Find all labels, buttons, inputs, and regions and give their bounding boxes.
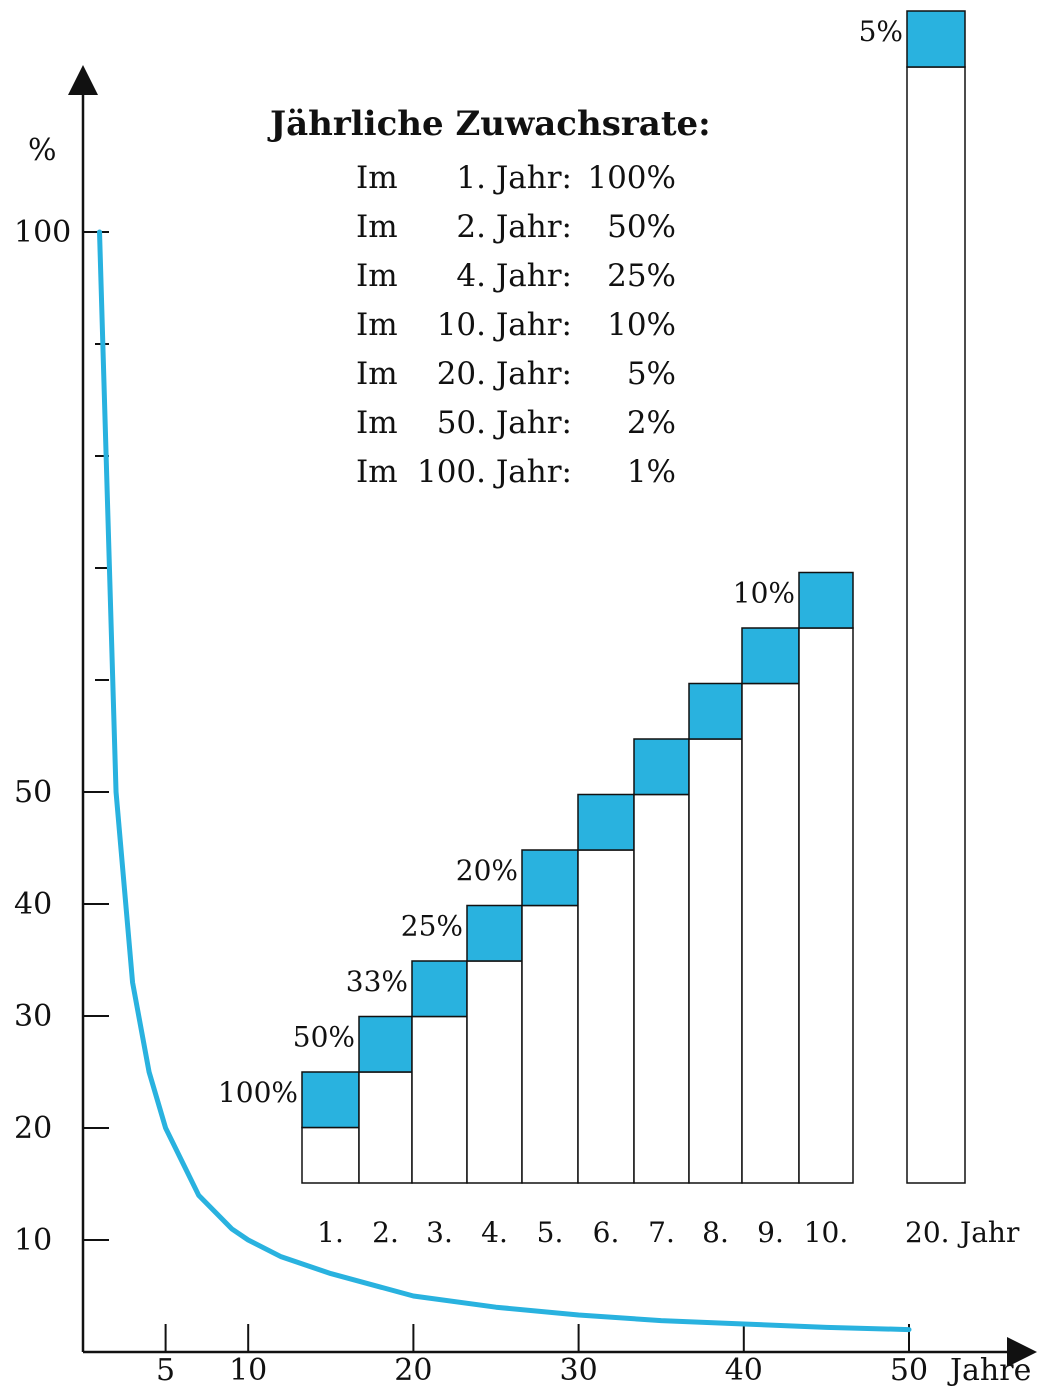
bar-annotation-10: 10% xyxy=(733,577,795,610)
growth-rate-line xyxy=(97,229,912,1333)
legend-row-rate: 10% xyxy=(607,307,676,343)
bar-base-2 xyxy=(358,1071,413,1184)
axes: % Jahre xyxy=(28,65,1037,1386)
bar-category-label-2: 2. xyxy=(372,1216,399,1249)
legend-row-prefix: Im xyxy=(356,307,398,343)
legend-row-rate: 25% xyxy=(607,258,676,294)
legend-row: Im 50. Jahr: 2% xyxy=(356,405,676,441)
x-tick-label-30: 30 xyxy=(560,1353,598,1386)
bar-category-label-5: 5. xyxy=(537,1216,564,1249)
legend-row: Im 2. Jahr: 50% xyxy=(356,209,676,245)
legend-row-year: 4. Jahr: xyxy=(456,258,572,294)
bar-category-label-8: 8. xyxy=(702,1216,729,1249)
legend-row-prefix: Im xyxy=(356,454,398,490)
bar-annotation-3: 33% xyxy=(346,965,408,998)
bar-base-6 xyxy=(577,849,635,1184)
y-tick-label-40: 40 xyxy=(14,887,52,922)
legend-rows: Im 1. Jahr: 100% Im 2. Jahr: 50% Im 4. Jahr: 25%… xyxy=(356,160,676,490)
legend-row-prefix: Im xyxy=(356,356,398,392)
bar-category-label-10: 10. xyxy=(804,1216,849,1249)
bar-category-label-7: 7. xyxy=(648,1216,675,1249)
legend-row-prefix: Im xyxy=(356,160,398,196)
bar-growth-5 xyxy=(521,849,579,907)
legend: Jährliche Zuwachsrate: Im 1. Jahr: 100% Im 2… xyxy=(267,104,711,490)
bar-growth-3 xyxy=(411,960,468,1018)
y-tick-label-100: 100 xyxy=(14,215,71,250)
bar-category-label-6: 6. xyxy=(593,1216,620,1249)
legend-row-rate: 1% xyxy=(627,454,676,490)
bar-growth-10 xyxy=(798,571,854,629)
bar-category-unit: Jahr xyxy=(957,1216,1020,1249)
legend-title: Jährliche Zuwachsrate: xyxy=(267,104,711,144)
bar-growth-7 xyxy=(633,738,690,796)
legend-row-prefix: Im xyxy=(356,209,398,245)
bar-category-label-11: 20. xyxy=(905,1216,950,1249)
x-tick-label-50: 50 xyxy=(890,1353,928,1386)
bar-base-7 xyxy=(633,793,690,1184)
legend-row-prefix: Im xyxy=(356,405,398,441)
legend-row: Im 4. Jahr: 25% xyxy=(356,258,676,294)
y-tick-label-30: 30 xyxy=(14,999,52,1034)
bar-growth-4 xyxy=(466,904,523,962)
legend-row-year: 10. Jahr: xyxy=(437,307,572,343)
legend-row-rate: 50% xyxy=(607,209,676,245)
bar-base-11 xyxy=(906,66,966,1184)
bar-growth-2 xyxy=(358,1015,413,1073)
bar-annotation-5: 20% xyxy=(456,854,518,887)
legend-row: Im 10. Jahr: 10% xyxy=(356,307,676,343)
legend-row-rate: 100% xyxy=(587,160,676,196)
x-tick-label-10: 10 xyxy=(229,1353,267,1386)
bar-growth-8 xyxy=(688,682,743,740)
y-tick-label-20: 20 xyxy=(14,1111,52,1146)
bar-base-1 xyxy=(301,1126,360,1184)
bar-annotation-2: 50% xyxy=(293,1021,355,1054)
x-axis-label: Jahre xyxy=(947,1353,1031,1386)
legend-row: Im 20. Jahr: 5% xyxy=(356,356,676,392)
bar-base-3 xyxy=(411,1015,468,1184)
bar-base-5 xyxy=(521,904,579,1184)
y-tick-label-10: 10 xyxy=(14,1223,52,1258)
bar-category-label-9: 9. xyxy=(757,1216,784,1249)
legend-row-year: 100. Jahr: xyxy=(417,454,572,490)
y-axis-label: % xyxy=(28,133,57,168)
legend-row-rate: 5% xyxy=(627,356,676,392)
legend-row-year: 50. Jahr: xyxy=(437,405,572,441)
bar-growth-11 xyxy=(906,10,966,68)
y-tick-label-50: 50 xyxy=(14,775,52,810)
bar-base-8 xyxy=(688,738,743,1184)
bar-annotation-11: 5% xyxy=(859,15,903,48)
line-series xyxy=(97,229,912,1333)
legend-row-year: 2. Jahr: xyxy=(456,209,572,245)
legend-row-rate: 2% xyxy=(627,405,676,441)
legend-row-prefix: Im xyxy=(356,258,398,294)
x-tick-label-5: 5 xyxy=(156,1353,175,1386)
bar-growth-1 xyxy=(301,1071,360,1129)
bar-base-9 xyxy=(741,682,800,1184)
bar-growth-6 xyxy=(577,793,635,851)
bar-category-label-1: 1. xyxy=(317,1216,344,1249)
legend-row: Im 1. Jahr: 100% xyxy=(356,160,676,196)
bar-category-label-3: 3. xyxy=(426,1216,453,1249)
x-tick-label-20: 20 xyxy=(394,1353,432,1386)
bar-category-label-4: 4. xyxy=(481,1216,508,1249)
bar-annotation-1: 100% xyxy=(218,1076,298,1109)
legend-row-year: 1. Jahr: xyxy=(456,160,572,196)
legend-row-year: 20. Jahr: xyxy=(437,356,572,392)
y-ticks: 10 20 30 40 50 100 xyxy=(14,215,109,1258)
bar-annotation-4: 25% xyxy=(401,910,463,943)
bar-base-10 xyxy=(798,627,854,1184)
legend-row: Im 100. Jahr: 1% xyxy=(356,454,676,490)
x-tick-label-40: 40 xyxy=(725,1353,763,1386)
stacked-bars: 1. 2. 3. 4. 5. 6. 7. 8. 9. 10. 20. Jahr 100% 50% 33% 25… xyxy=(218,10,1020,1249)
bar-growth-9 xyxy=(741,627,800,685)
bar-base-4 xyxy=(466,960,523,1184)
x-ticks: 5 10 20 30 40 50 xyxy=(156,1324,928,1386)
